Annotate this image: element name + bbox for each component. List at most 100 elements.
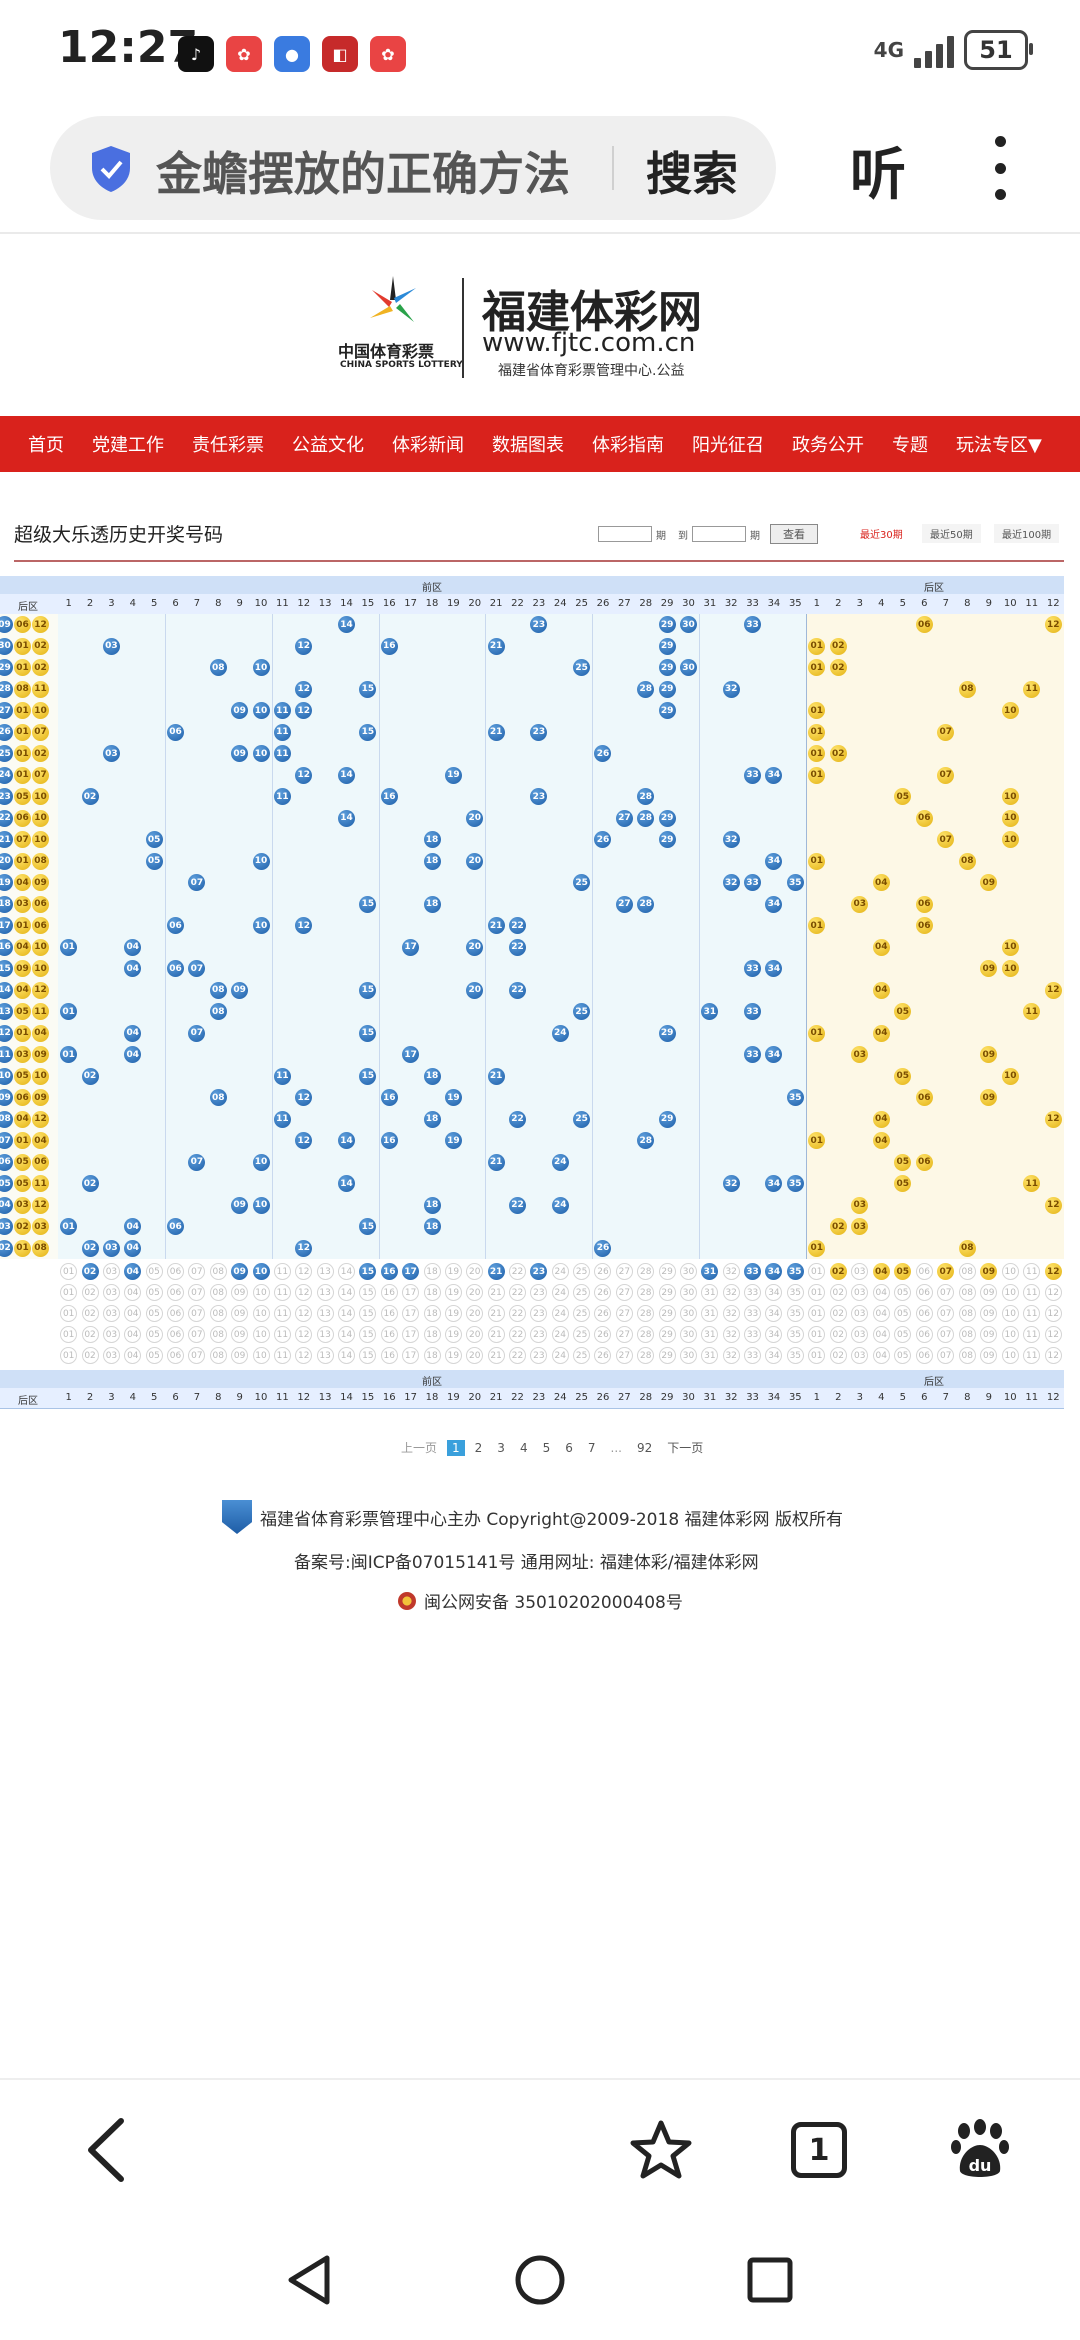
- front-select-ball[interactable]: 31: [701, 1263, 719, 1280]
- back-select-ball[interactable]: 09: [980, 1284, 998, 1301]
- front-select-ball[interactable]: 16: [380, 1326, 398, 1343]
- front-select-ball[interactable]: 20: [466, 1284, 484, 1301]
- front-select-ball[interactable]: 08: [209, 1305, 227, 1322]
- page-button[interactable]: 7: [587, 1440, 596, 1455]
- back-select-ball[interactable]: 05: [894, 1263, 912, 1280]
- front-select-ball[interactable]: 30: [679, 1263, 697, 1280]
- back-select-ball[interactable]: 11: [1023, 1263, 1041, 1280]
- front-select-ball[interactable]: 33: [744, 1305, 762, 1322]
- front-select-ball[interactable]: 19: [444, 1347, 462, 1364]
- front-select-ball[interactable]: 20: [466, 1326, 484, 1343]
- front-select-ball[interactable]: 15: [359, 1347, 377, 1364]
- front-select-ball[interactable]: 13: [316, 1305, 334, 1322]
- front-select-ball[interactable]: 25: [573, 1305, 591, 1322]
- front-select-ball[interactable]: 14: [338, 1284, 355, 1301]
- front-select-ball[interactable]: 20: [466, 1263, 484, 1280]
- front-select-ball[interactable]: 06: [167, 1263, 185, 1280]
- front-select-ball[interactable]: 03: [102, 1347, 120, 1364]
- front-select-ball[interactable]: 04: [124, 1284, 142, 1301]
- front-select-ball[interactable]: 34: [765, 1284, 783, 1301]
- front-select-ball[interactable]: 25: [573, 1326, 591, 1343]
- front-select-ball[interactable]: 10: [252, 1326, 270, 1343]
- front-select-ball[interactable]: 18: [423, 1263, 441, 1280]
- front-select-ball[interactable]: 29: [658, 1326, 676, 1343]
- back-select-ball[interactable]: 08: [958, 1347, 976, 1364]
- front-select-ball[interactable]: 31: [701, 1284, 719, 1301]
- back-select-ball[interactable]: 11: [1023, 1347, 1041, 1364]
- front-select-ball[interactable]: 28: [637, 1326, 655, 1343]
- front-select-ball[interactable]: 30: [679, 1284, 697, 1301]
- front-select-ball[interactable]: 28: [637, 1263, 655, 1280]
- front-select-ball[interactable]: 27: [615, 1305, 633, 1322]
- front-select-ball[interactable]: 17: [402, 1347, 420, 1364]
- bookmark-star-icon[interactable]: [626, 2110, 696, 2190]
- back-select-ball[interactable]: 11: [1023, 1326, 1041, 1343]
- tabs-button[interactable]: 1: [784, 2110, 854, 2190]
- back-select-ball[interactable]: 03: [851, 1326, 869, 1343]
- front-select-ball[interactable]: 33: [744, 1284, 762, 1301]
- back-select-ball[interactable]: 02: [829, 1284, 847, 1301]
- front-select-ball[interactable]: 35: [786, 1326, 804, 1343]
- back-select-ball[interactable]: 01: [808, 1326, 826, 1343]
- back-select-ball[interactable]: 04: [872, 1263, 890, 1280]
- front-select-ball[interactable]: 10: [252, 1305, 270, 1322]
- page-button[interactable]: 6: [565, 1440, 573, 1455]
- front-select-ball[interactable]: 33: [744, 1326, 762, 1343]
- front-select-ball[interactable]: 01: [60, 1326, 78, 1343]
- front-select-ball[interactable]: 30: [679, 1305, 697, 1322]
- front-select-ball[interactable]: 10: [252, 1263, 270, 1280]
- front-select-ball[interactable]: 06: [167, 1284, 185, 1301]
- front-select-ball[interactable]: 07: [188, 1263, 206, 1280]
- back-select-ball[interactable]: 04: [872, 1305, 890, 1322]
- back-select-ball[interactable]: 07: [937, 1326, 955, 1343]
- front-select-ball[interactable]: 15: [359, 1263, 377, 1280]
- front-select-ball[interactable]: 09: [231, 1326, 249, 1343]
- back-select-ball[interactable]: 07: [937, 1305, 955, 1322]
- front-select-ball[interactable]: 11: [273, 1347, 291, 1364]
- front-select-ball[interactable]: 01: [60, 1347, 78, 1364]
- front-select-ball[interactable]: 30: [679, 1326, 697, 1343]
- front-select-ball[interactable]: 19: [444, 1284, 462, 1301]
- front-select-ball[interactable]: 01: [60, 1305, 78, 1322]
- nav-item-charts[interactable]: 数据图表: [492, 435, 564, 456]
- front-select-ball[interactable]: 20: [466, 1347, 484, 1364]
- back-select-ball[interactable]: 02: [829, 1305, 847, 1322]
- front-select-ball[interactable]: 16: [380, 1305, 398, 1322]
- front-select-ball[interactable]: 23: [530, 1305, 548, 1322]
- front-select-ball[interactable]: 12: [295, 1305, 313, 1322]
- front-select-ball[interactable]: 06: [167, 1305, 185, 1322]
- front-select-ball[interactable]: 24: [551, 1284, 569, 1301]
- front-select-ball[interactable]: 20: [466, 1305, 484, 1322]
- back-select-ball[interactable]: 09: [980, 1263, 998, 1280]
- back-select-ball[interactable]: 02: [829, 1326, 847, 1343]
- page-button[interactable]: 5: [542, 1440, 551, 1455]
- front-select-ball[interactable]: 21: [487, 1263, 505, 1280]
- front-select-ball[interactable]: 02: [81, 1326, 99, 1343]
- back-select-ball[interactable]: 06: [915, 1347, 933, 1364]
- back-select-ball[interactable]: 01: [808, 1305, 826, 1322]
- front-select-ball[interactable]: 21: [487, 1347, 505, 1364]
- back-select-ball[interactable]: 01: [808, 1347, 826, 1364]
- front-select-ball[interactable]: 22: [508, 1263, 526, 1280]
- back-select-ball[interactable]: 05: [894, 1347, 912, 1364]
- front-select-ball[interactable]: 11: [273, 1263, 291, 1280]
- recent-50-filter[interactable]: 最近50期: [922, 524, 981, 543]
- system-home-icon[interactable]: [510, 2250, 570, 2310]
- front-select-ball[interactable]: 12: [295, 1347, 313, 1364]
- back-select-ball[interactable]: 11: [1023, 1284, 1041, 1301]
- front-select-ball[interactable]: 14: [338, 1305, 355, 1322]
- nav-item-topics[interactable]: 专题: [892, 435, 928, 456]
- back-select-ball[interactable]: 09: [980, 1326, 998, 1343]
- front-select-ball[interactable]: 13: [316, 1347, 334, 1364]
- front-select-ball[interactable]: 26: [594, 1263, 612, 1280]
- front-select-ball[interactable]: 05: [145, 1347, 163, 1364]
- back-select-ball[interactable]: 12: [1044, 1347, 1062, 1364]
- back-select-ball[interactable]: 05: [894, 1326, 912, 1343]
- front-select-ball[interactable]: 04: [124, 1347, 142, 1364]
- front-select-ball[interactable]: 02: [81, 1284, 99, 1301]
- back-select-ball[interactable]: 05: [894, 1305, 912, 1322]
- back-select-ball[interactable]: 08: [958, 1326, 976, 1343]
- front-select-ball[interactable]: 06: [167, 1347, 185, 1364]
- front-select-ball[interactable]: 17: [402, 1263, 420, 1280]
- front-select-ball[interactable]: 12: [295, 1263, 313, 1280]
